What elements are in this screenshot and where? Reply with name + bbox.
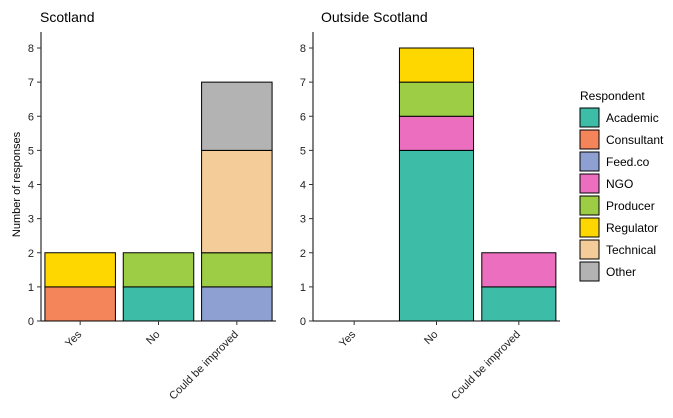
legend-swatch <box>579 217 600 238</box>
bar-segment-no-producer <box>398 81 475 117</box>
chart-panels: Scotland 0 1 2 3 4 5 6 7 8 Number of responses Yes N… <box>11 9 560 402</box>
chart-panel-outside-scotland: Outside Scotland 0 1 2 3 4 5 6 7 8 Yes No Could be i… <box>300 9 560 402</box>
x-tick-label: Could be improved <box>167 329 241 403</box>
legend-item-academic: Academic <box>579 107 659 128</box>
x-tick-label: Yes <box>63 328 85 350</box>
bar-segment-could-be-improved-academic <box>481 286 557 322</box>
y-tick-label: 7 <box>28 77 34 89</box>
legend-label: NGO <box>606 177 633 191</box>
y-tick-label: 2 <box>300 248 306 260</box>
x-tick-label: Yes <box>337 328 359 350</box>
bar-segment-could-be-improved-technical <box>201 149 273 254</box>
y-tick-label: 4 <box>28 180 34 192</box>
legend-swatch <box>579 129 600 150</box>
bar-segment-yes-regulator <box>44 252 116 288</box>
x-tick-label: No <box>422 329 440 347</box>
bar-segment-no-academic <box>122 286 195 322</box>
x-tick-label: Could be improved <box>449 329 523 403</box>
y-tick-label: 4 <box>300 180 306 192</box>
legend-label: Regulator <box>606 221 658 235</box>
y-tick-label: 1 <box>28 282 34 294</box>
y-tick-label: 8 <box>300 43 306 55</box>
legend-label: Consultant <box>606 133 664 147</box>
legend-swatch <box>579 173 600 194</box>
panel-title: Scotland <box>40 9 94 25</box>
y-tick-label: 3 <box>28 214 34 226</box>
y-tick-label: 0 <box>300 316 306 328</box>
legend-swatch <box>579 239 600 260</box>
y-tick-label: 0 <box>28 316 34 328</box>
legend-item-technical: Technical <box>579 239 656 260</box>
x-tick-label: No <box>144 329 162 347</box>
chart-panel-scotland: Scotland 0 1 2 3 4 5 6 7 8 Number of responses Yes N… <box>11 9 276 402</box>
legend-item-regulator: Regulator <box>579 217 658 238</box>
y-tick-label: 3 <box>300 214 306 226</box>
panel-title: Outside Scotland <box>321 9 428 25</box>
bar-segment-could-be-improved-other <box>201 81 273 151</box>
y-tick-label: 7 <box>300 77 306 89</box>
legend-item-other: Other <box>579 261 636 282</box>
bar-segment-could-be-improved-feed-co <box>201 286 273 322</box>
y-tick-label: 2 <box>28 248 34 260</box>
legend-label: Technical <box>606 243 656 257</box>
legend-swatch <box>579 107 600 128</box>
bar-segment-no-regulator <box>398 47 475 83</box>
bar-segment-could-be-improved-ngo <box>481 252 557 288</box>
legend-title: Respondent <box>580 89 645 103</box>
y-tick-label: 6 <box>300 111 306 123</box>
y-tick-label: 5 <box>28 145 34 157</box>
legend-label: Academic <box>606 111 659 125</box>
y-tick-label: 1 <box>300 282 306 294</box>
legend-item-feed-co: Feed.co <box>579 151 650 172</box>
legend-swatch <box>579 151 600 172</box>
legend-label: Other <box>606 265 636 279</box>
y-tick-label: 5 <box>300 145 306 157</box>
y-tick-label: 6 <box>28 111 34 123</box>
chart-legend: Respondent Academic Consultant Feed.co NGO Pr… <box>579 89 664 282</box>
bar-segment-no-producer <box>122 252 195 288</box>
legend-swatch <box>579 261 600 282</box>
legend-label: Feed.co <box>606 155 650 169</box>
legend-item-producer: Producer <box>579 195 655 216</box>
bar-segment-could-be-improved-producer <box>201 252 273 288</box>
bar-segment-no-ngo <box>398 115 475 151</box>
legend-label: Producer <box>606 199 655 213</box>
y-tick-label: 8 <box>28 43 34 55</box>
legend-item-ngo: NGO <box>579 173 633 194</box>
legend-item-consultant: Consultant <box>579 129 664 150</box>
legend-swatch <box>579 195 600 216</box>
bar-segment-no-academic <box>398 149 475 322</box>
y-axis-label: Number of responses <box>11 131 23 237</box>
bar-segment-yes-consultant <box>44 286 116 322</box>
